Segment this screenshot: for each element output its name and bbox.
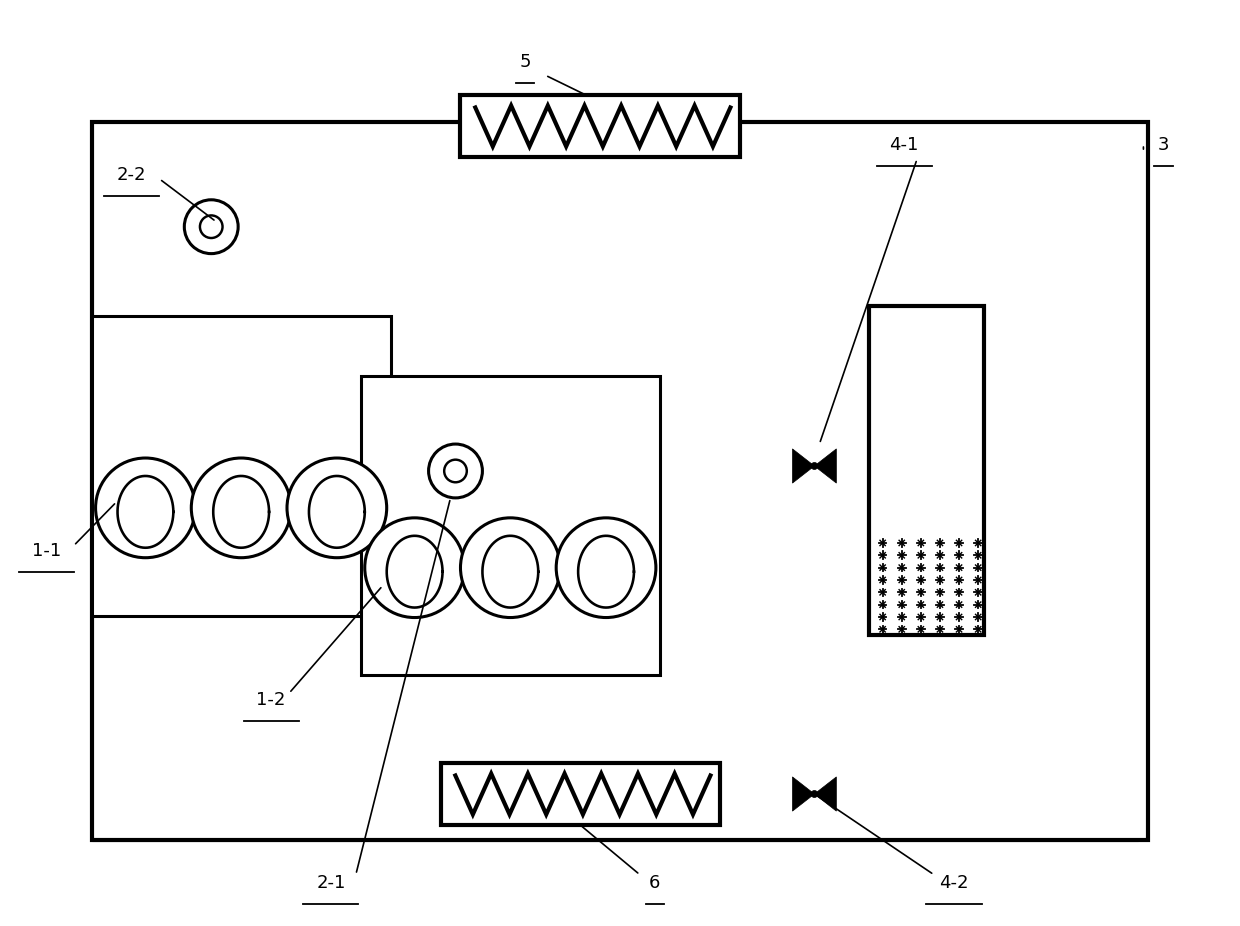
- Bar: [361, 376, 660, 675]
- Bar: [92, 317, 391, 616]
- Circle shape: [557, 518, 656, 618]
- Circle shape: [95, 458, 195, 557]
- Circle shape: [460, 518, 560, 618]
- Text: 6: 6: [650, 874, 661, 892]
- Text: 2-1: 2-1: [316, 874, 346, 892]
- Polygon shape: [792, 449, 815, 483]
- Circle shape: [429, 444, 482, 498]
- Circle shape: [811, 462, 818, 469]
- Polygon shape: [118, 476, 174, 548]
- Polygon shape: [482, 536, 538, 607]
- Circle shape: [191, 458, 291, 557]
- Text: 5: 5: [520, 53, 531, 71]
- Circle shape: [200, 216, 222, 238]
- Text: 2-2: 2-2: [117, 166, 146, 184]
- Text: 4-2: 4-2: [939, 874, 968, 892]
- Polygon shape: [309, 476, 365, 548]
- Polygon shape: [792, 777, 815, 811]
- Circle shape: [185, 200, 238, 254]
- Bar: [869, 307, 983, 635]
- Circle shape: [444, 459, 466, 482]
- Polygon shape: [578, 536, 634, 607]
- Bar: [440, 763, 719, 825]
- Circle shape: [811, 791, 818, 797]
- Text: 1-2: 1-2: [257, 692, 285, 709]
- Polygon shape: [815, 449, 836, 483]
- Polygon shape: [213, 476, 269, 548]
- Circle shape: [286, 458, 387, 557]
- Text: 1-1: 1-1: [32, 542, 61, 559]
- Text: 3: 3: [1158, 136, 1169, 154]
- Bar: [460, 95, 739, 156]
- Text: 4-1: 4-1: [889, 136, 919, 154]
- Circle shape: [365, 518, 465, 618]
- Bar: [92, 122, 1148, 840]
- Polygon shape: [815, 777, 836, 811]
- Polygon shape: [387, 536, 443, 607]
